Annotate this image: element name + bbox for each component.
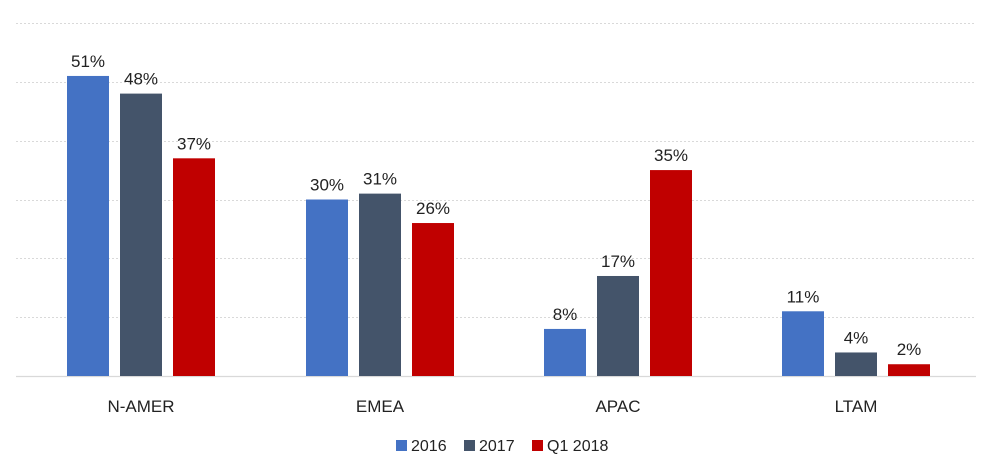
bar — [544, 328, 586, 376]
data-label: 26% — [416, 199, 450, 218]
legend-label: 2016 — [411, 438, 447, 455]
legend-label: 2017 — [479, 438, 515, 455]
category-label: N-AMER — [107, 397, 174, 416]
data-label: 51% — [71, 52, 105, 71]
bar — [120, 93, 162, 376]
data-label: 31% — [363, 170, 397, 189]
legend-swatch — [396, 440, 407, 451]
bar — [782, 311, 824, 376]
category-label: APAC — [595, 397, 640, 416]
bar — [650, 170, 692, 376]
legend-label: Q1 2018 — [547, 438, 608, 455]
category-label: EMEA — [356, 397, 405, 416]
bar — [173, 158, 215, 376]
data-label: 17% — [601, 252, 635, 271]
bar — [359, 193, 401, 376]
bar — [306, 199, 348, 376]
bar — [835, 352, 877, 376]
bar — [597, 275, 639, 376]
data-label: 35% — [654, 146, 688, 165]
legend-swatch — [464, 440, 475, 451]
data-label: 2% — [897, 340, 922, 359]
legend: 2016 2017 Q1 2018 — [396, 438, 608, 455]
data-label: 8% — [553, 305, 578, 324]
bar — [888, 364, 930, 376]
data-labels: 51% 48% 37% 30% 31% 26% 8% 17% 35% 11% 4% 2% — [71, 52, 921, 359]
data-label: 4% — [844, 328, 869, 347]
data-label: 37% — [177, 134, 211, 153]
category-label: LTAM — [835, 397, 878, 416]
data-label: 48% — [124, 70, 158, 89]
bar — [412, 223, 454, 376]
legend-swatch — [532, 440, 543, 451]
category-labels: N-AMER EMEA APAC LTAM — [107, 397, 877, 416]
data-label: 30% — [310, 176, 344, 195]
data-label: 11% — [787, 287, 820, 306]
bar — [67, 75, 109, 376]
bars — [67, 75, 930, 376]
